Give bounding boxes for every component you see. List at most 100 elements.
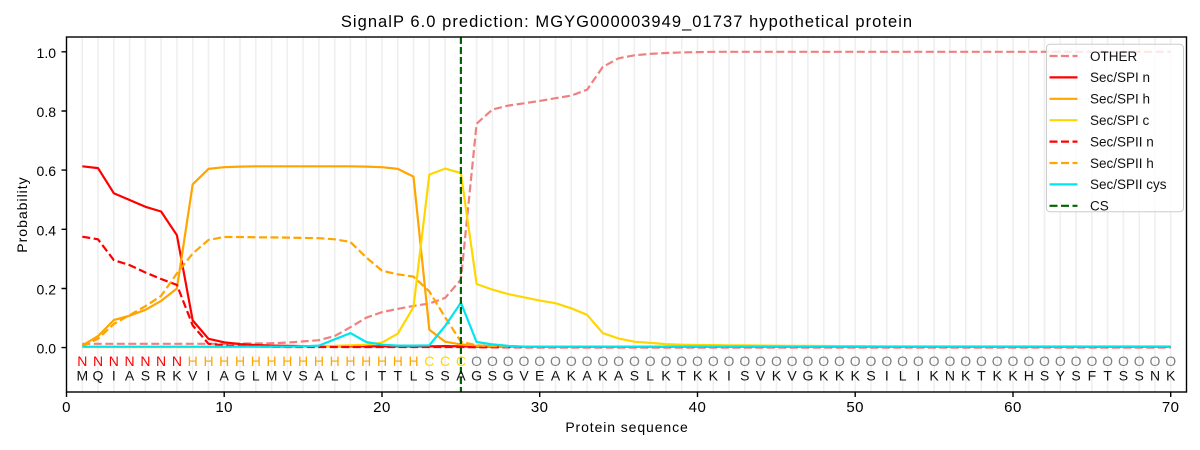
svg-text:S: S — [740, 368, 749, 384]
svg-text:K: K — [598, 368, 608, 384]
svg-text:Sec/SPI n: Sec/SPI n — [1090, 70, 1150, 85]
svg-text:0.4: 0.4 — [37, 222, 57, 238]
svg-text:N: N — [125, 353, 135, 369]
svg-text:1.0: 1.0 — [37, 45, 57, 61]
svg-text:Sec/SPII cys: Sec/SPII cys — [1090, 177, 1167, 192]
svg-text:O: O — [613, 353, 624, 369]
svg-text:G: G — [471, 368, 482, 384]
svg-text:Q: Q — [93, 368, 104, 384]
svg-text:S: S — [630, 368, 639, 384]
svg-text:A: A — [614, 368, 624, 384]
svg-text:F: F — [1088, 368, 1097, 384]
svg-text:C: C — [345, 368, 355, 384]
svg-text:O: O — [692, 353, 703, 369]
svg-text:V: V — [283, 368, 293, 384]
svg-text:O: O — [1039, 353, 1050, 369]
svg-text:S: S — [1071, 368, 1080, 384]
svg-text:S: S — [1119, 368, 1128, 384]
svg-text:H: H — [345, 353, 355, 369]
svg-text:H: H — [282, 353, 292, 369]
svg-text:O: O — [929, 353, 940, 369]
svg-text:Y: Y — [1056, 368, 1066, 384]
svg-text:O: O — [582, 353, 593, 369]
svg-text:A: A — [125, 368, 135, 384]
svg-text:S: S — [425, 368, 434, 384]
svg-text:O: O — [944, 353, 955, 369]
svg-text:O: O — [660, 353, 671, 369]
svg-text:O: O — [597, 353, 608, 369]
svg-text:H: H — [298, 353, 308, 369]
svg-text:N: N — [140, 353, 150, 369]
svg-text:A: A — [220, 368, 230, 384]
svg-text:R: R — [156, 368, 166, 384]
svg-text:O: O — [802, 353, 813, 369]
svg-text:H: H — [203, 353, 213, 369]
svg-text:V: V — [787, 368, 797, 384]
svg-text:70: 70 — [1162, 399, 1180, 416]
svg-text:K: K — [172, 368, 182, 384]
svg-text:V: V — [756, 368, 766, 384]
svg-text:O: O — [960, 353, 971, 369]
svg-text:O: O — [1118, 353, 1129, 369]
svg-text:O: O — [708, 353, 719, 369]
svg-text:20: 20 — [373, 399, 391, 416]
svg-text:V: V — [188, 368, 198, 384]
svg-text:N: N — [93, 353, 103, 369]
svg-text:0.0: 0.0 — [37, 341, 57, 357]
svg-text:A: A — [314, 368, 324, 384]
svg-text:O: O — [976, 353, 987, 369]
svg-text:O: O — [818, 353, 829, 369]
svg-text:C: C — [456, 353, 466, 369]
svg-text:T: T — [394, 368, 403, 384]
svg-text:O: O — [1023, 353, 1034, 369]
svg-text:O: O — [503, 353, 514, 369]
svg-text:60: 60 — [1004, 399, 1022, 416]
svg-text:Sec/SPII n: Sec/SPII n — [1090, 134, 1154, 149]
svg-text:30: 30 — [531, 399, 549, 416]
svg-text:E: E — [535, 368, 544, 384]
svg-text:L: L — [410, 368, 418, 384]
svg-text:Protein sequence: Protein sequence — [565, 419, 688, 435]
svg-text:N: N — [172, 353, 182, 369]
svg-text:S: S — [298, 368, 307, 384]
svg-text:T: T — [677, 368, 686, 384]
svg-text:O: O — [1150, 353, 1161, 369]
svg-text:O: O — [566, 353, 577, 369]
svg-text:N: N — [77, 353, 87, 369]
svg-text:K: K — [851, 368, 861, 384]
svg-text:L: L — [331, 368, 339, 384]
svg-text:S: S — [1135, 368, 1144, 384]
svg-text:SignalP 6.0 prediction: MGYG00: SignalP 6.0 prediction: MGYG000003949_01… — [341, 13, 913, 31]
svg-text:K: K — [772, 368, 782, 384]
svg-text:I: I — [727, 368, 731, 384]
svg-text:H: H — [361, 353, 371, 369]
svg-text:T: T — [977, 368, 986, 384]
svg-text:K: K — [693, 368, 703, 384]
svg-text:O: O — [739, 353, 750, 369]
svg-text:O: O — [1165, 353, 1176, 369]
svg-text:K: K — [567, 368, 577, 384]
svg-text:K: K — [709, 368, 719, 384]
svg-text:CS: CS — [1090, 199, 1109, 214]
svg-text:I: I — [207, 368, 211, 384]
svg-text:O: O — [992, 353, 1003, 369]
svg-text:O: O — [534, 353, 545, 369]
svg-text:T: T — [1103, 368, 1112, 384]
svg-text:G: G — [235, 368, 246, 384]
svg-text:0.2: 0.2 — [37, 282, 57, 298]
svg-text:L: L — [252, 368, 260, 384]
svg-text:A: A — [582, 368, 592, 384]
svg-text:K: K — [661, 368, 671, 384]
svg-text:40: 40 — [689, 399, 707, 416]
svg-text:M: M — [76, 368, 88, 384]
svg-text:N: N — [156, 353, 166, 369]
svg-text:O: O — [550, 353, 561, 369]
svg-text:G: G — [802, 368, 813, 384]
svg-text:H: H — [235, 353, 245, 369]
svg-text:N: N — [109, 353, 119, 369]
svg-text:0.6: 0.6 — [37, 163, 57, 179]
svg-text:K: K — [993, 368, 1003, 384]
svg-text:H: H — [267, 353, 277, 369]
svg-text:H: H — [251, 353, 261, 369]
svg-text:O: O — [1134, 353, 1145, 369]
